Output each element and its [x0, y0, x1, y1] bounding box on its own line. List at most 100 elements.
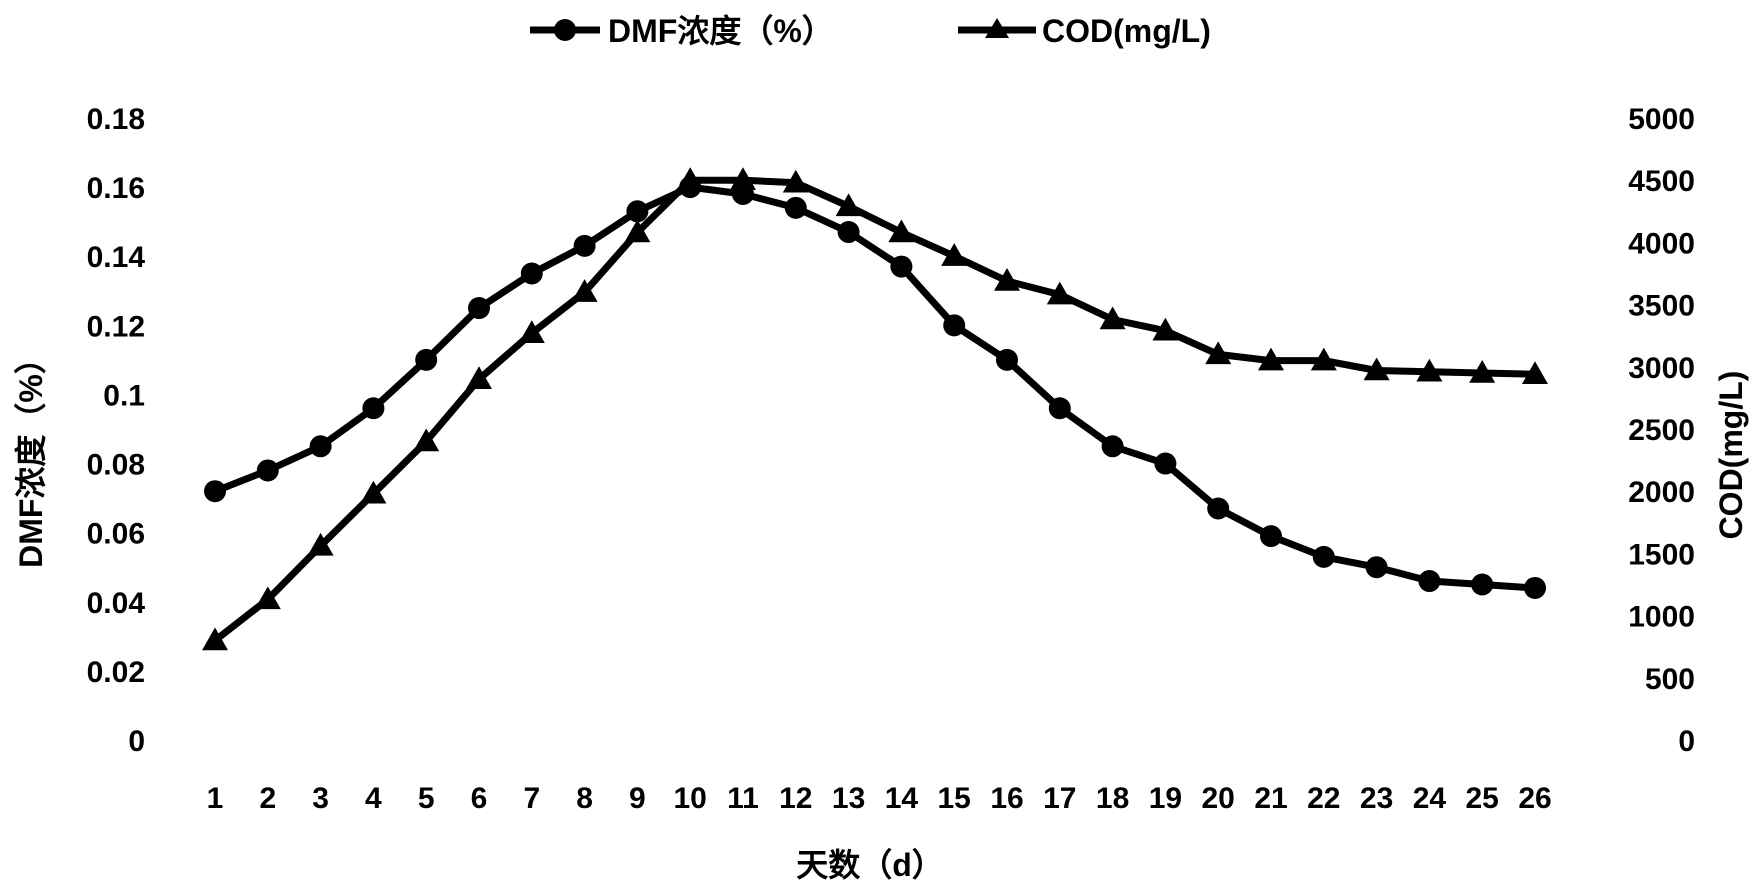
y-right-tick-label: 4000	[1628, 227, 1695, 260]
cod-point	[254, 586, 281, 610]
dmf-point	[1101, 435, 1124, 458]
cod-point	[730, 167, 756, 190]
y-right-tick-label: 2500	[1628, 414, 1695, 447]
dmf-point	[1154, 452, 1177, 475]
y-left-tick-label: 0	[128, 725, 145, 758]
dmf-point	[996, 348, 1018, 371]
cod-point	[1522, 361, 1548, 385]
x-tick-label: 19	[1149, 782, 1182, 815]
series-line-dmf	[213, 183, 1536, 592]
legend-item-dmf: DMF浓度（%）	[530, 13, 834, 49]
cod-point	[518, 320, 545, 343]
dmf-point	[784, 196, 807, 219]
x-tick-label: 1	[207, 782, 224, 815]
legend-marker-cod	[985, 18, 1009, 38]
x-tick-label: 10	[674, 782, 707, 815]
cod-point	[202, 627, 228, 651]
y-axis-right-label: COD(mg/L)	[1713, 371, 1749, 540]
x-tick-label: 9	[629, 782, 646, 815]
dmf-point	[204, 480, 226, 503]
dmf-point	[415, 348, 438, 371]
cod-point	[677, 167, 704, 190]
dmf-point	[1524, 576, 1546, 599]
y-left-tick-label: 0.06	[87, 518, 145, 551]
dmf-point	[1207, 497, 1230, 520]
dmf-point	[573, 234, 596, 257]
y-left-tick-label: 0.14	[87, 241, 146, 274]
cod-point	[1258, 347, 1284, 371]
y-left-tick-label: 0.12	[87, 310, 145, 343]
y-left-tick-label: 0.08	[87, 449, 145, 482]
x-tick-label: 17	[1043, 782, 1076, 815]
y-right-tick-label: 1500	[1628, 538, 1695, 571]
y-left-tick-label: 0.16	[87, 172, 145, 205]
x-tick-label: 20	[1202, 782, 1235, 815]
series-lines	[212, 176, 1536, 644]
cod-point	[1416, 358, 1443, 382]
y-right-tick-label: 0	[1678, 725, 1695, 758]
series-markers	[202, 167, 1548, 651]
cod-point	[360, 480, 387, 504]
dmf-point	[837, 221, 860, 244]
x-tick-label: 13	[832, 782, 865, 815]
dmf-point	[520, 262, 543, 285]
y-right-tick-label: 3000	[1628, 352, 1695, 385]
x-tick-label: 23	[1360, 782, 1393, 815]
y-right-tick-label: 4500	[1628, 165, 1695, 198]
dmf-point	[1471, 573, 1494, 596]
cod-point	[307, 532, 334, 556]
y-right-tick-label: 3500	[1628, 290, 1695, 323]
y-right-tick-label: 500	[1645, 663, 1695, 696]
dmf-point	[362, 397, 385, 420]
x-tick-label: 2	[259, 782, 276, 815]
cod-point	[466, 366, 492, 389]
dmf-point	[1312, 545, 1335, 568]
dmf-point	[309, 435, 332, 458]
x-axis-ticks: 1 2 3 4 5 6 7 8 9 10 11 12 13 14 15 16 17 18 19 20 21 22 23 24 2…	[207, 782, 1552, 815]
cod-point	[782, 169, 809, 193]
dmf-point	[1260, 525, 1282, 548]
dmf-point	[1365, 556, 1388, 579]
cod-point	[941, 243, 968, 266]
x-tick-label: 8	[576, 782, 593, 815]
x-tick-label: 16	[990, 782, 1023, 815]
x-tick-label: 21	[1254, 782, 1287, 815]
x-tick-label: 18	[1096, 782, 1129, 815]
cod-point	[1205, 341, 1232, 365]
x-tick-label: 11	[727, 782, 759, 815]
cod-point	[624, 219, 651, 243]
cod-point	[1152, 317, 1179, 341]
legend-item-cod: COD(mg/L)	[958, 13, 1211, 49]
x-tick-label: 12	[779, 782, 812, 815]
x-tick-label: 7	[523, 782, 540, 815]
y-left-tick-label: 0.04	[87, 587, 146, 620]
series-line-cod	[212, 176, 1536, 644]
x-tick-label: 24	[1413, 782, 1447, 815]
cod-point	[1469, 360, 1496, 383]
y-left-tick-label: 0.02	[87, 656, 145, 689]
cod-point	[413, 428, 440, 452]
cod-point	[1310, 347, 1337, 371]
dmf-point	[943, 314, 966, 337]
x-tick-label: 14	[885, 782, 919, 815]
y-right-tick-label: 5000	[1628, 103, 1695, 136]
x-tick-label: 5	[418, 782, 435, 815]
cod-point	[835, 193, 862, 217]
x-tick-label: 4	[365, 782, 382, 815]
legend-marker-dmf	[554, 19, 576, 41]
cod-point	[1099, 306, 1126, 330]
dmf-point	[1418, 570, 1441, 593]
cod-point	[1363, 357, 1390, 381]
y-left-tick-label: 0.1	[103, 379, 145, 412]
dmf-point	[468, 297, 490, 320]
x-tick-label: 25	[1466, 782, 1499, 815]
x-tick-label: 15	[938, 782, 971, 815]
y-left-tick-label: 0.18	[87, 103, 145, 136]
cod-point	[571, 279, 598, 302]
y-right-tick-label: 2000	[1628, 476, 1695, 509]
cod-point	[1046, 281, 1073, 305]
y-axis-left-ticks: 0 0.02 0.04 0.06 0.08 0.1 0.12 0.14 0.16 0.18	[87, 103, 146, 758]
x-tick-label: 22	[1307, 782, 1340, 815]
dmf-point	[626, 200, 649, 223]
